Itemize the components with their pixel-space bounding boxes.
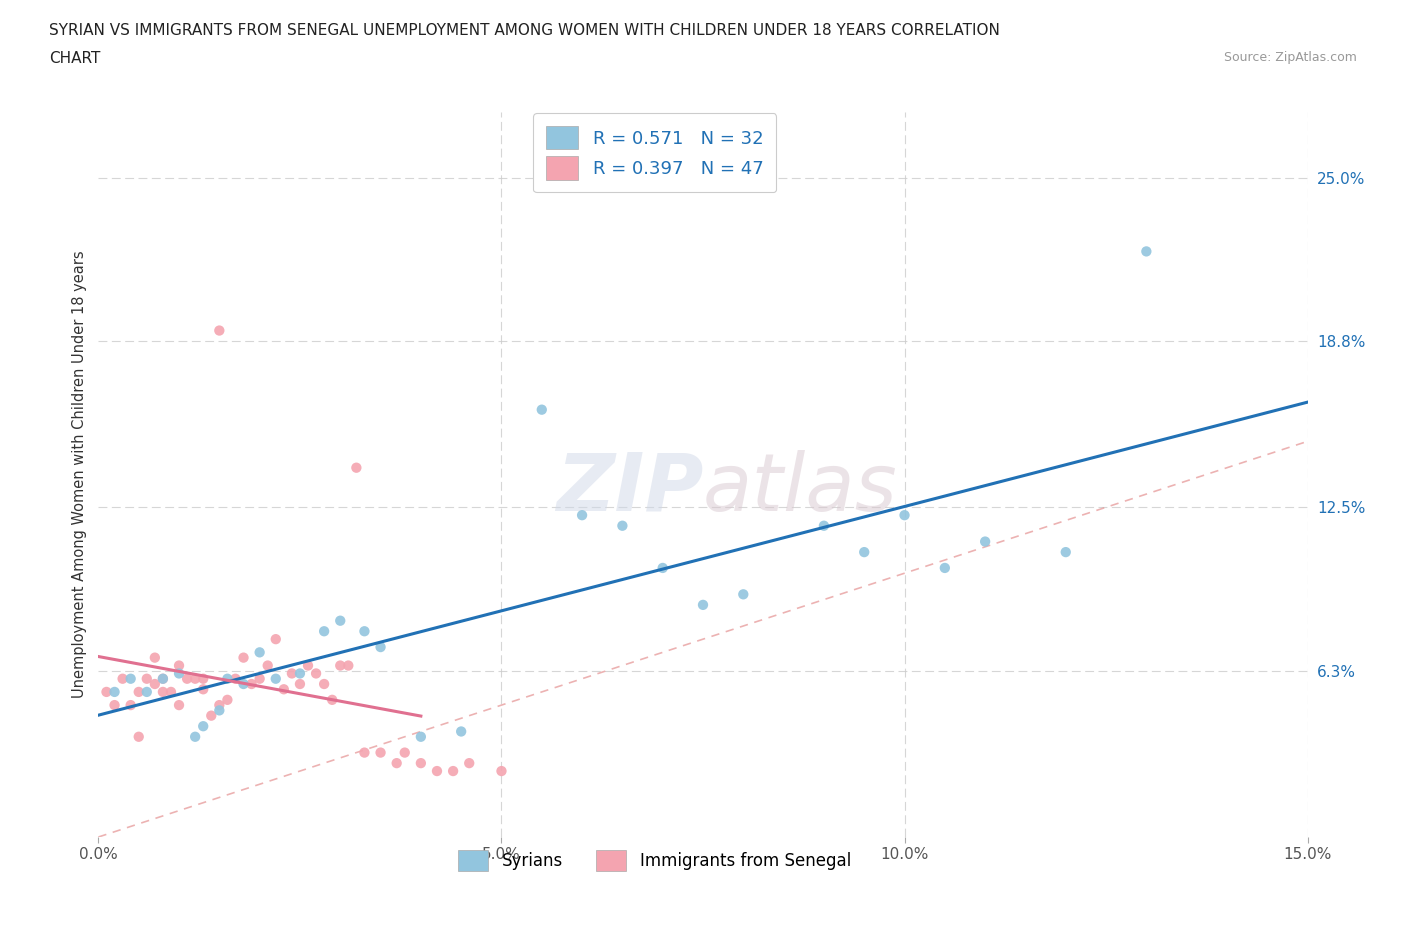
Point [217,693,239,708]
Point [193,719,215,734]
Point [353,745,375,760]
Point [193,671,215,686]
Point [344,460,367,475]
Point [813,518,835,533]
Point [160,684,183,699]
Point [96,684,118,699]
Point [288,666,311,681]
Point [426,764,449,778]
Point [281,666,304,681]
Point [314,624,336,639]
Point [135,684,157,699]
Point [111,671,134,686]
Point [256,658,278,673]
Point [152,684,174,699]
Point [143,676,166,691]
Point [152,671,174,686]
Point [893,508,915,523]
Point [692,597,714,612]
Point [571,508,593,523]
Point [232,676,254,691]
Text: CHART: CHART [49,51,101,66]
Point [208,703,231,718]
Point [297,658,319,673]
Point [176,671,198,686]
Point [217,671,239,686]
Point [409,756,432,771]
Point [370,640,392,655]
Point [193,682,215,697]
Text: SYRIAN VS IMMIGRANTS FROM SENEGAL UNEMPLOYMENT AMONG WOMEN WITH CHILDREN UNDER 1: SYRIAN VS IMMIGRANTS FROM SENEGAL UNEMPL… [49,23,1000,38]
Point [264,631,287,646]
Point [530,403,553,418]
Point [120,671,142,686]
Point [167,666,190,681]
Point [612,518,634,533]
Point [128,729,150,744]
Point [135,671,157,686]
Text: Source: ZipAtlas.com: Source: ZipAtlas.com [1223,51,1357,64]
Point [232,650,254,665]
Point [152,671,174,686]
Point [249,644,271,659]
Point [167,698,190,712]
Point [184,671,207,686]
Point [264,671,287,686]
Legend: Syrians, Immigrants from Senegal: Syrians, Immigrants from Senegal [450,842,859,880]
Point [337,658,360,673]
Point [974,534,997,549]
Point [853,545,876,560]
Point [200,709,222,724]
Y-axis label: Unemployment Among Women with Children Under 18 years: Unemployment Among Women with Children U… [72,250,87,698]
Point [321,693,343,708]
Point [329,613,352,628]
Point [273,682,295,697]
Point [733,587,755,602]
Text: ZIP: ZIP [555,450,703,528]
Point [441,764,464,778]
Point [491,764,513,778]
Point [128,684,150,699]
Point [208,323,231,338]
Point [394,745,416,760]
Point [120,698,142,712]
Point [329,658,352,673]
Point [240,676,263,691]
Point [409,729,432,744]
Point [103,684,125,699]
Point [1054,545,1077,560]
Point [1135,244,1157,259]
Point [314,676,336,691]
Point [305,666,328,681]
Point [143,650,166,665]
Point [184,729,207,744]
Point [370,745,392,760]
Point [288,676,311,691]
Point [450,724,472,739]
Point [458,756,481,771]
Point [651,561,673,576]
Point [208,698,231,712]
Point [934,561,956,576]
Point [103,698,125,712]
Point [224,671,246,686]
Point [353,624,375,639]
Point [249,671,271,686]
Point [167,658,190,673]
Text: atlas: atlas [703,450,898,528]
Point [385,756,408,771]
